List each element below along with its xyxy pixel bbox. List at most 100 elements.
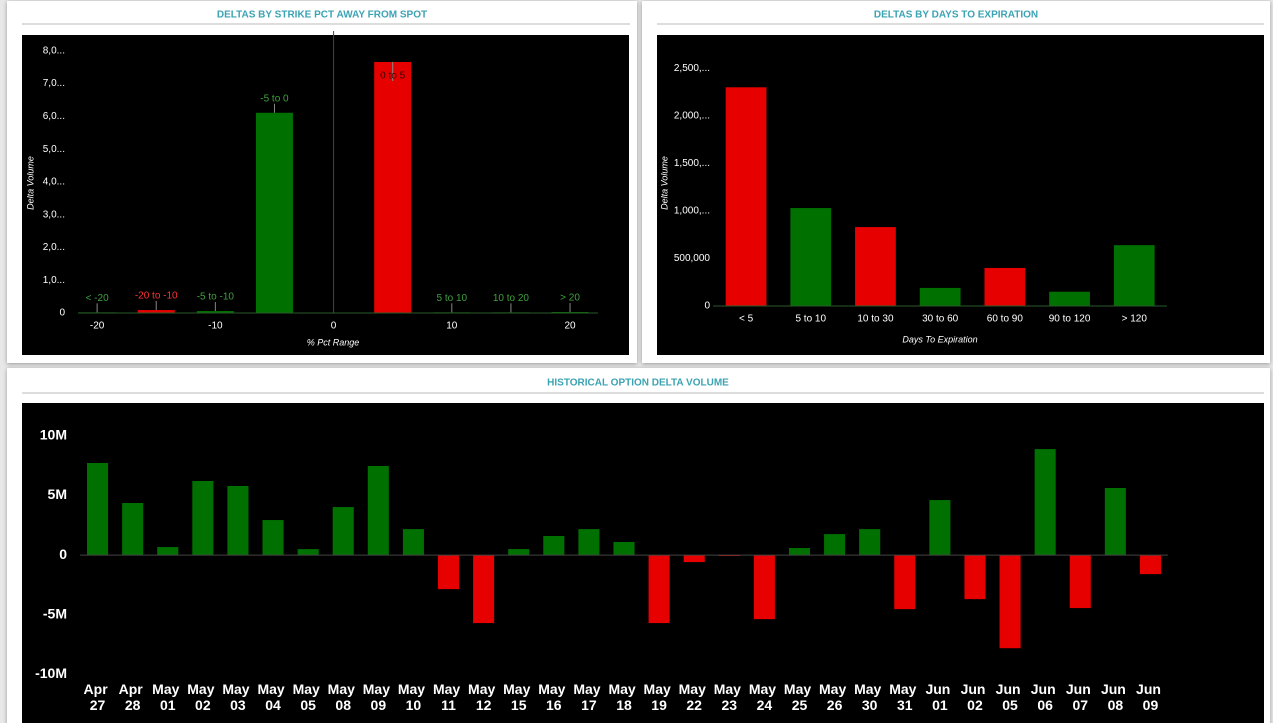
y-tick-label: 1,000,...	[674, 206, 710, 217]
bar	[855, 227, 896, 306]
x-tick-line: May	[187, 681, 218, 697]
panel-title: DELTAS BY DAYS TO EXPIRATION	[874, 10, 1038, 21]
bar	[157, 547, 179, 556]
x-axis-title: % Pct Range	[307, 337, 360, 347]
y-tick-label: 2,0...	[43, 242, 65, 253]
x-tick-line: May	[714, 681, 745, 697]
x-axis-title: Days To Expiration	[902, 334, 977, 344]
x-tick-label: May 10	[398, 681, 429, 713]
y-tick-label: 3,0...	[43, 209, 65, 220]
bar	[964, 555, 986, 600]
x-tick-label: May 05	[293, 681, 324, 713]
x-tick-label: May 18	[608, 681, 639, 713]
bar	[227, 485, 249, 556]
x-tick-line: 01	[932, 697, 948, 713]
data-label: -5 to -10	[197, 292, 235, 303]
bar	[859, 529, 881, 556]
x-tick-label: -20	[90, 321, 105, 332]
bar	[683, 555, 705, 563]
x-tick-label: May 04	[257, 681, 288, 713]
bar	[196, 311, 234, 313]
plot-area	[22, 35, 629, 355]
x-tick-label: May 12	[468, 681, 499, 713]
x-tick-line: May	[152, 681, 183, 697]
x-tick-line: Jun	[1136, 681, 1165, 697]
x-tick-line: Jun	[996, 681, 1025, 697]
panel-title: HISTORICAL OPTION DELTA VOLUME	[547, 378, 729, 389]
y-axis-title: Delta Volume	[659, 156, 669, 210]
bar	[374, 61, 412, 313]
x-tick-line: 10	[406, 697, 422, 713]
x-tick-line: 28	[125, 697, 141, 713]
x-tick-label: Jun 08	[1101, 681, 1130, 713]
x-tick-label: May 15	[503, 681, 534, 713]
y-tick-label: 7,0...	[43, 78, 65, 89]
bar	[1139, 555, 1161, 575]
x-tick-label: May 31	[889, 681, 920, 713]
x-tick-line: Jun	[1031, 681, 1060, 697]
x-tick-line: May	[608, 681, 639, 697]
x-tick-line: 19	[651, 697, 667, 713]
bar	[578, 529, 600, 556]
x-tick-line: May	[819, 681, 850, 697]
y-tick-label: 6,0...	[43, 111, 65, 122]
x-tick-line: 26	[827, 697, 843, 713]
x-tick-label: May 24	[749, 681, 780, 713]
x-tick-label: May 17	[573, 681, 604, 713]
y-tick-label: 1,500,...	[674, 158, 710, 169]
x-tick-label: Jun 05	[996, 681, 1025, 713]
x-tick-line: May	[257, 681, 288, 697]
y-tick-label: 2,500,...	[674, 63, 710, 74]
bar	[999, 555, 1021, 649]
x-tick-line: 08	[335, 697, 351, 713]
x-tick-line: May	[573, 681, 604, 697]
x-tick-label: May 08	[328, 681, 359, 713]
data-label: > 20	[560, 293, 580, 304]
x-tick-label: May 03	[222, 681, 253, 713]
bar	[613, 541, 635, 556]
y-tick-label: 0	[59, 308, 65, 319]
x-tick-label: May 22	[679, 681, 710, 713]
bar	[332, 507, 354, 556]
y-tick-label: 10M	[40, 427, 67, 443]
x-tick-line: May	[293, 681, 324, 697]
x-tick-label: Jun 02	[961, 681, 990, 713]
bar	[984, 267, 1026, 306]
x-tick-line: May	[854, 681, 885, 697]
bar	[508, 549, 530, 556]
x-tick-line: 12	[476, 697, 492, 713]
x-tick-line: 06	[1037, 697, 1053, 713]
bar	[790, 208, 832, 306]
x-tick-line: 02	[195, 697, 211, 713]
x-tick-line: 30	[862, 697, 878, 713]
x-tick-line: Apr	[119, 681, 147, 697]
y-tick-label: 5,0...	[43, 144, 65, 155]
x-tick-label: May 11	[433, 681, 464, 713]
x-tick-line: 18	[616, 697, 632, 713]
x-tick-label: 10 to 30	[857, 314, 894, 325]
x-tick-label: May 02	[187, 681, 218, 713]
y-tick-label: 2,000,...	[674, 110, 710, 121]
bar	[1034, 449, 1056, 556]
bar	[297, 549, 319, 556]
bar	[402, 529, 424, 556]
x-tick-line: 08	[1108, 697, 1124, 713]
x-tick-line: 07	[1072, 697, 1088, 713]
x-tick-label: 10	[446, 321, 458, 332]
x-tick-line: May	[433, 681, 464, 697]
x-tick-line: 17	[581, 697, 597, 713]
x-tick-line: May	[398, 681, 429, 697]
bar	[929, 500, 951, 556]
bar	[894, 555, 916, 610]
x-tick-label: Apr 28	[119, 681, 147, 713]
x-tick-label: Jun 09	[1136, 681, 1165, 713]
x-tick-label: 90 to 120	[1049, 314, 1091, 325]
bar	[1049, 291, 1090, 306]
x-tick-line: May	[644, 681, 675, 697]
x-tick-label: May 01	[152, 681, 183, 713]
x-tick-label: May 26	[819, 681, 850, 713]
bar	[1104, 488, 1126, 556]
bar	[919, 287, 961, 306]
x-tick-label: 60 to 90	[987, 314, 1024, 325]
